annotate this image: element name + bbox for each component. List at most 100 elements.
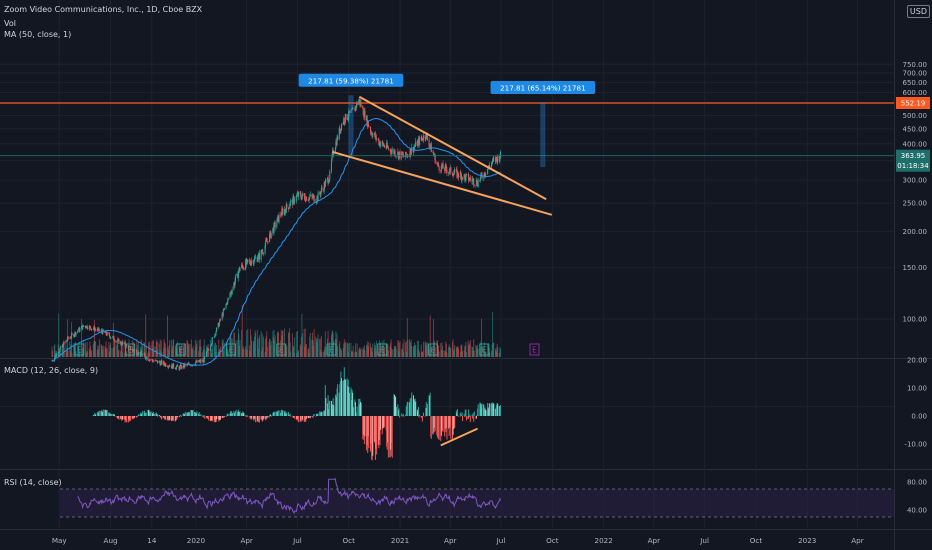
volume-bar xyxy=(242,346,244,357)
volume-bar xyxy=(101,345,103,357)
volume-bar xyxy=(114,339,115,357)
macd-bar xyxy=(159,415,161,416)
macd-bar xyxy=(387,416,389,458)
macd-bar xyxy=(132,416,134,420)
macd-bar xyxy=(367,416,369,437)
volume-bar xyxy=(315,336,317,357)
candle-body xyxy=(191,365,193,366)
macd-bar xyxy=(215,416,217,422)
macd-bar xyxy=(281,409,283,416)
candle-body xyxy=(313,195,315,202)
macd-bar xyxy=(316,413,318,416)
macd-bar xyxy=(394,396,396,416)
ma-legend[interactable]: MA (50, close, 1) xyxy=(4,30,72,39)
candle-body xyxy=(227,299,229,304)
macd-bar xyxy=(347,379,349,416)
macd-bar xyxy=(453,416,455,430)
volume-bar xyxy=(358,350,360,357)
macd-bar xyxy=(127,416,129,423)
volume-bar xyxy=(313,345,315,357)
macd-bar xyxy=(438,416,440,440)
candle-body xyxy=(140,351,142,355)
volume-bar xyxy=(403,339,405,357)
candle-body xyxy=(499,158,501,162)
macd-bar xyxy=(300,416,302,421)
volume-bar xyxy=(308,352,310,357)
macd-bar xyxy=(248,416,250,417)
earnings-marker-label: E xyxy=(380,346,385,355)
volume-bar xyxy=(177,341,178,357)
macd-bar xyxy=(401,416,403,417)
volume-bar xyxy=(86,352,88,357)
candle-body xyxy=(270,232,272,239)
volume-bar xyxy=(237,328,239,357)
volume-bar xyxy=(391,349,393,357)
volume-bar xyxy=(468,344,470,357)
volume-bar xyxy=(467,340,469,357)
candle-body xyxy=(382,143,384,146)
volume-bar xyxy=(195,346,197,357)
candle-body xyxy=(410,148,412,155)
macd-bar xyxy=(333,405,335,416)
macd-bar xyxy=(469,416,471,422)
volume-series xyxy=(51,304,501,357)
candle-body xyxy=(408,155,411,157)
volume-bar xyxy=(199,346,201,357)
candle-body xyxy=(202,360,204,362)
candle-body xyxy=(343,118,345,123)
volume-bar xyxy=(421,351,423,357)
symbol-legend[interactable]: Zoom Video Communications, Inc., 1D, Cbo… xyxy=(4,5,203,14)
macd-bar xyxy=(479,402,481,416)
candle-body xyxy=(497,155,499,163)
macd-bar xyxy=(251,416,253,419)
macd-bar xyxy=(429,395,431,416)
candle-body xyxy=(246,259,248,260)
macd-bar xyxy=(454,416,456,429)
volume-bar xyxy=(245,348,247,357)
volume-bar xyxy=(465,342,467,357)
candle-body xyxy=(261,250,263,253)
macd-bar xyxy=(237,411,239,416)
currency-badge[interactable]: USD xyxy=(906,5,930,18)
macd-bar xyxy=(194,411,196,416)
volume-bar xyxy=(266,347,268,357)
rsi-legend[interactable]: RSI (14, close) xyxy=(4,478,62,487)
macd-bar xyxy=(412,395,414,416)
candle-body xyxy=(487,168,489,175)
volume-bar xyxy=(418,340,419,357)
candle-body xyxy=(172,363,174,369)
candle-body xyxy=(403,156,405,157)
macd-bar xyxy=(491,404,493,416)
candle-body xyxy=(91,329,93,330)
candle-body xyxy=(316,196,318,202)
macd-bar xyxy=(262,416,264,421)
candle-body xyxy=(417,138,420,141)
candle-body xyxy=(96,329,98,331)
candle-body xyxy=(339,129,341,134)
macd-bar xyxy=(398,408,400,416)
volume-bar xyxy=(327,338,329,357)
volume-bar xyxy=(442,346,443,357)
macd-bar xyxy=(484,409,486,416)
candle-body xyxy=(144,353,146,356)
candle-body xyxy=(234,275,237,282)
volume-bar xyxy=(196,340,198,357)
candle-body xyxy=(89,326,91,327)
volume-bar xyxy=(358,348,360,357)
time-tick: 2021 xyxy=(391,536,409,545)
macd-legend[interactable]: MACD (12, 26, close, 9) xyxy=(4,366,99,375)
candle-body xyxy=(65,340,68,341)
volume-legend[interactable]: Vol xyxy=(4,19,16,28)
candle-body xyxy=(274,222,276,228)
candle-body xyxy=(444,165,446,171)
candle-body xyxy=(180,365,182,369)
candle-body xyxy=(336,136,338,146)
volume-bar xyxy=(376,340,378,357)
volume-bar xyxy=(354,343,356,357)
volume-bar xyxy=(370,347,372,357)
volume-bar xyxy=(65,340,67,357)
volume-bar xyxy=(395,346,397,357)
price-tick: 700.00 xyxy=(903,70,928,78)
volume-bar xyxy=(379,343,381,357)
